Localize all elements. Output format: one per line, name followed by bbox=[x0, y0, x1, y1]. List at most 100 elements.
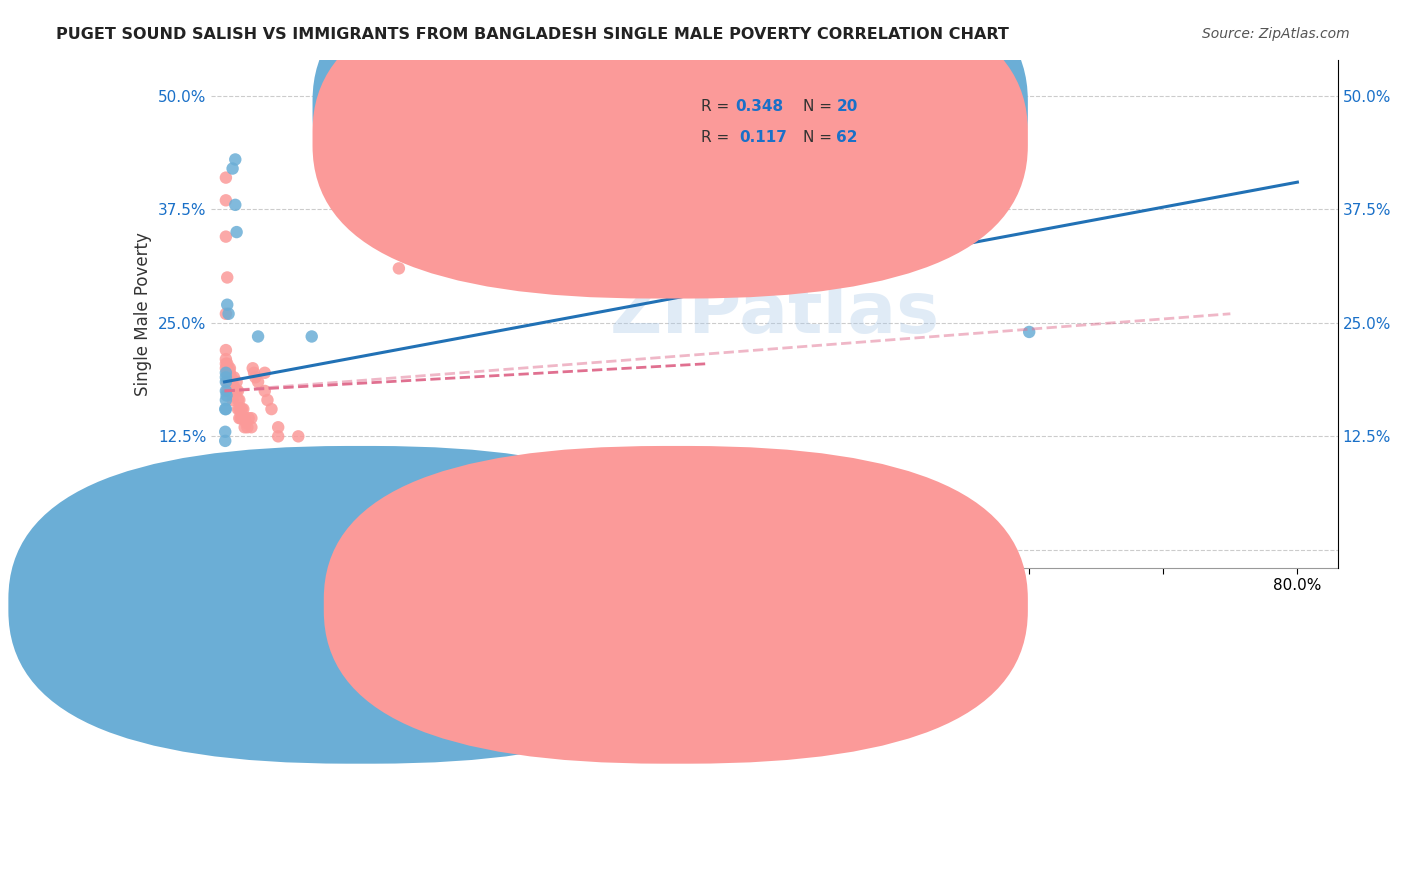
Text: R =: R = bbox=[702, 99, 734, 114]
Point bbox=[215, 352, 238, 367]
Point bbox=[247, 329, 270, 343]
Point bbox=[215, 307, 238, 321]
Point bbox=[228, 411, 250, 425]
Point bbox=[235, 416, 257, 430]
Point bbox=[388, 261, 411, 276]
Point bbox=[215, 375, 238, 389]
Point bbox=[219, 375, 242, 389]
Point bbox=[217, 375, 239, 389]
Point bbox=[226, 392, 249, 407]
Point bbox=[217, 384, 239, 398]
Point bbox=[240, 411, 263, 425]
Point bbox=[243, 366, 266, 380]
Point bbox=[231, 402, 253, 417]
FancyBboxPatch shape bbox=[323, 446, 1028, 764]
Text: N =: N = bbox=[803, 130, 837, 145]
Point bbox=[287, 429, 309, 443]
Point bbox=[215, 392, 238, 407]
FancyBboxPatch shape bbox=[628, 90, 932, 166]
Point bbox=[267, 420, 290, 434]
Point bbox=[217, 366, 239, 380]
Point bbox=[215, 357, 238, 371]
Point bbox=[233, 420, 256, 434]
Point bbox=[219, 366, 242, 380]
Point bbox=[222, 379, 245, 393]
Y-axis label: Single Male Poverty: Single Male Poverty bbox=[134, 232, 152, 396]
Point bbox=[225, 375, 247, 389]
Point bbox=[225, 225, 247, 239]
Text: 0.348: 0.348 bbox=[735, 99, 783, 114]
Point bbox=[215, 343, 238, 357]
Point bbox=[225, 384, 247, 398]
Point bbox=[215, 388, 238, 402]
Text: 0.117: 0.117 bbox=[740, 130, 787, 145]
Point bbox=[240, 420, 263, 434]
Text: PUGET SOUND SALISH VS IMMIGRANTS FROM BANGLADESH SINGLE MALE POVERTY CORRELATION: PUGET SOUND SALISH VS IMMIGRANTS FROM BA… bbox=[56, 27, 1010, 42]
Point bbox=[374, 452, 396, 467]
Point bbox=[256, 392, 278, 407]
Point bbox=[217, 270, 239, 285]
Point bbox=[215, 370, 238, 384]
Point bbox=[218, 370, 240, 384]
Point bbox=[301, 329, 323, 343]
Point bbox=[215, 229, 238, 244]
Point bbox=[253, 366, 276, 380]
Point bbox=[224, 198, 246, 212]
FancyBboxPatch shape bbox=[8, 446, 713, 764]
Point bbox=[215, 194, 238, 208]
Point bbox=[218, 361, 240, 376]
FancyBboxPatch shape bbox=[312, 0, 1028, 299]
Point bbox=[219, 384, 242, 398]
FancyBboxPatch shape bbox=[312, 0, 1028, 268]
Point bbox=[219, 370, 242, 384]
Point bbox=[950, 112, 973, 126]
Point bbox=[229, 411, 252, 425]
Point bbox=[214, 434, 236, 448]
Point bbox=[221, 384, 243, 398]
Point bbox=[215, 461, 238, 475]
Point bbox=[217, 298, 239, 312]
Point bbox=[219, 375, 242, 389]
Point bbox=[238, 411, 260, 425]
Point bbox=[215, 366, 238, 380]
Text: Source: ZipAtlas.com: Source: ZipAtlas.com bbox=[1202, 27, 1350, 41]
Point bbox=[267, 429, 290, 443]
Point bbox=[231, 411, 253, 425]
Point bbox=[233, 411, 256, 425]
Point bbox=[224, 384, 246, 398]
Point bbox=[224, 384, 246, 398]
Point bbox=[253, 384, 276, 398]
Point bbox=[215, 402, 238, 417]
Point bbox=[242, 361, 264, 376]
Point bbox=[218, 307, 240, 321]
Point bbox=[217, 357, 239, 371]
Point bbox=[229, 402, 252, 417]
Point bbox=[214, 425, 236, 439]
Point bbox=[219, 361, 242, 376]
Text: R =: R = bbox=[702, 130, 740, 145]
Point bbox=[214, 402, 236, 417]
Point bbox=[226, 402, 249, 417]
Point bbox=[1018, 325, 1040, 339]
Point bbox=[221, 161, 243, 176]
Point bbox=[224, 153, 246, 167]
Point bbox=[232, 402, 254, 417]
Point bbox=[219, 384, 242, 398]
Point bbox=[228, 402, 250, 417]
Point bbox=[215, 384, 238, 398]
Text: Immigrants from Bangladesh: Immigrants from Bangladesh bbox=[686, 596, 908, 611]
Text: 20: 20 bbox=[837, 99, 858, 114]
Text: Puget Sound Salish: Puget Sound Salish bbox=[385, 596, 533, 611]
Point bbox=[215, 361, 238, 376]
Point bbox=[222, 370, 245, 384]
Point bbox=[218, 384, 240, 398]
Point bbox=[245, 370, 267, 384]
Point bbox=[218, 366, 240, 380]
Point bbox=[226, 384, 249, 398]
Point bbox=[260, 402, 283, 417]
Text: 62: 62 bbox=[837, 130, 858, 145]
Point bbox=[228, 392, 250, 407]
Point bbox=[221, 392, 243, 407]
Text: ZIPatlas: ZIPatlas bbox=[609, 279, 939, 348]
Text: N =: N = bbox=[803, 99, 837, 114]
